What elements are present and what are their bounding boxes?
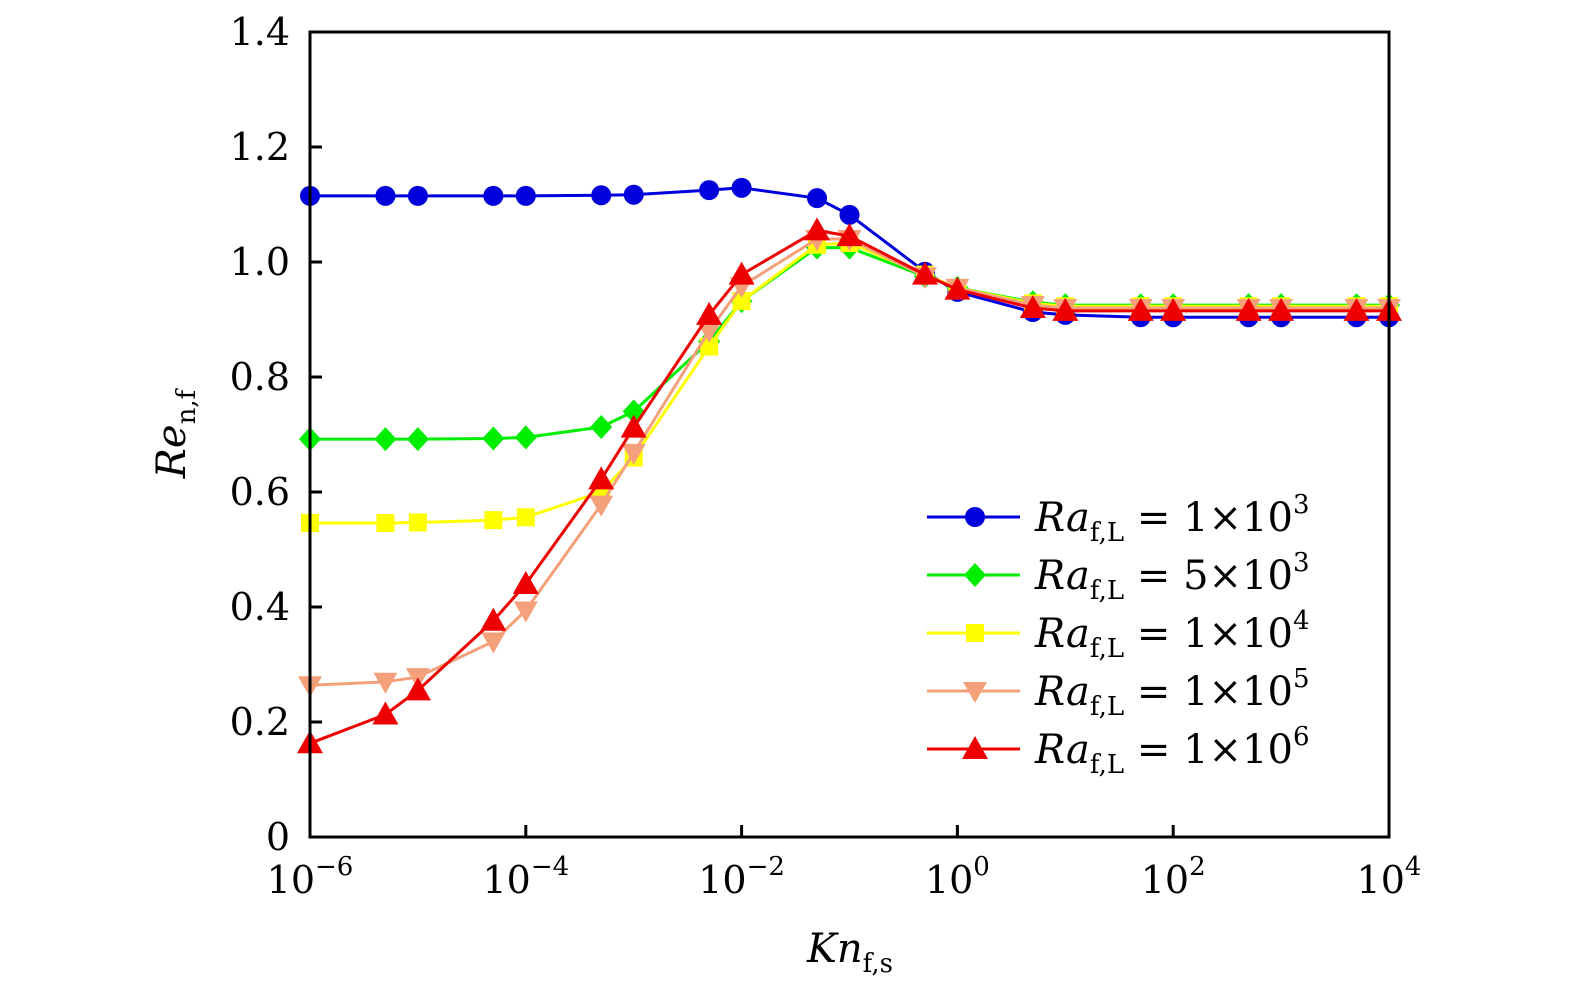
y-tick-label: 1.0 — [230, 240, 290, 284]
data-point — [728, 261, 755, 285]
data-point — [836, 223, 863, 247]
series-line — [310, 246, 1389, 441]
data-point — [804, 217, 831, 241]
x-tick-label: 10−6 — [267, 852, 354, 902]
data-point — [807, 188, 828, 209]
data-point — [731, 177, 752, 198]
x-axis-title: Knf,s — [806, 926, 893, 979]
data-point — [911, 261, 938, 285]
data-point — [407, 185, 428, 206]
y-tick-label: 0.4 — [230, 585, 290, 629]
x-axis: 10−6 10−4 10−2 100 102 104 — [267, 825, 1422, 902]
data-point — [1019, 295, 1046, 318]
legend-label: Raf,L = 1×106 — [1034, 722, 1309, 780]
data-point — [513, 601, 538, 623]
legend-marker — [964, 563, 986, 587]
data-point — [1127, 297, 1154, 321]
plot-frame — [308, 30, 1391, 839]
data-point — [375, 185, 396, 206]
legend-label: Raf,L = 1×104 — [1034, 606, 1309, 664]
x-tick-label: 100 — [925, 852, 990, 902]
legend-item: Raf,L = 1×104 — [927, 606, 1309, 664]
legend-marker — [962, 736, 988, 759]
series-3 — [301, 234, 1398, 533]
data-point — [588, 466, 615, 490]
y-axis-title: Ren,f — [149, 387, 202, 479]
data-point — [697, 322, 722, 343]
data-point — [1268, 297, 1295, 321]
data-point — [408, 513, 427, 532]
data-point — [373, 672, 398, 694]
legend-marker — [965, 507, 985, 527]
series-5 — [297, 217, 1402, 754]
legend-item: Raf,L = 1×103 — [927, 490, 1309, 548]
x-tick-label: 10−4 — [482, 852, 569, 902]
data-point — [480, 607, 507, 631]
data-point — [406, 427, 429, 452]
y-tick-label: 0 — [266, 815, 290, 859]
legend-label: Raf,L = 1×103 — [1034, 490, 1309, 548]
data-point — [839, 204, 860, 225]
data-point — [620, 414, 647, 438]
data-point — [372, 701, 399, 725]
series-2 — [299, 235, 1400, 452]
x-tick-label: 10−2 — [698, 852, 785, 902]
data-point — [376, 514, 395, 533]
y-tick-label: 0.2 — [230, 700, 290, 744]
y-tick-label: 0.6 — [230, 470, 290, 514]
data-point — [1160, 297, 1187, 321]
data-point — [484, 511, 503, 530]
data-point — [732, 292, 751, 311]
y-axis: 0 0.2 0.4 0.6 0.8 1.0 1.2 1.4 — [230, 10, 322, 859]
data-point — [516, 508, 535, 527]
data-point — [623, 184, 644, 205]
data-point — [589, 495, 614, 517]
legend-item: Raf,L = 1×105 — [927, 664, 1309, 722]
data-point — [374, 427, 397, 452]
data-point — [482, 426, 505, 451]
data-point — [590, 415, 613, 440]
data-point — [1343, 297, 1370, 321]
legend-label: Raf,L = 1×105 — [1034, 664, 1309, 722]
legend-marker — [966, 624, 984, 642]
data-point — [591, 185, 612, 206]
series-layer — [297, 177, 1402, 754]
data-point — [512, 571, 539, 594]
data-point — [621, 443, 646, 465]
data-point — [696, 301, 723, 325]
data-point — [481, 632, 506, 654]
data-point — [515, 185, 536, 206]
y-tick-label: 0.8 — [230, 355, 290, 399]
series-line — [310, 241, 1389, 525]
y-tick-label: 1.4 — [230, 10, 290, 54]
data-point — [514, 425, 537, 450]
x-tick-label: 104 — [1357, 852, 1422, 902]
y-tick-label: 1.2 — [230, 125, 290, 169]
x-tick-label: 102 — [1141, 852, 1206, 902]
legend-marker — [963, 682, 987, 703]
legend-label: Raf,L = 5×103 — [1034, 548, 1309, 606]
data-point — [1052, 297, 1079, 321]
legend-item: Raf,L = 1×106 — [927, 722, 1309, 780]
data-point — [700, 337, 719, 356]
data-point — [944, 276, 971, 300]
data-point — [1235, 297, 1262, 321]
data-point — [483, 185, 504, 206]
data-point — [404, 677, 431, 701]
data-point — [699, 180, 720, 201]
legend-item: Raf,L = 5×103 — [927, 548, 1309, 606]
